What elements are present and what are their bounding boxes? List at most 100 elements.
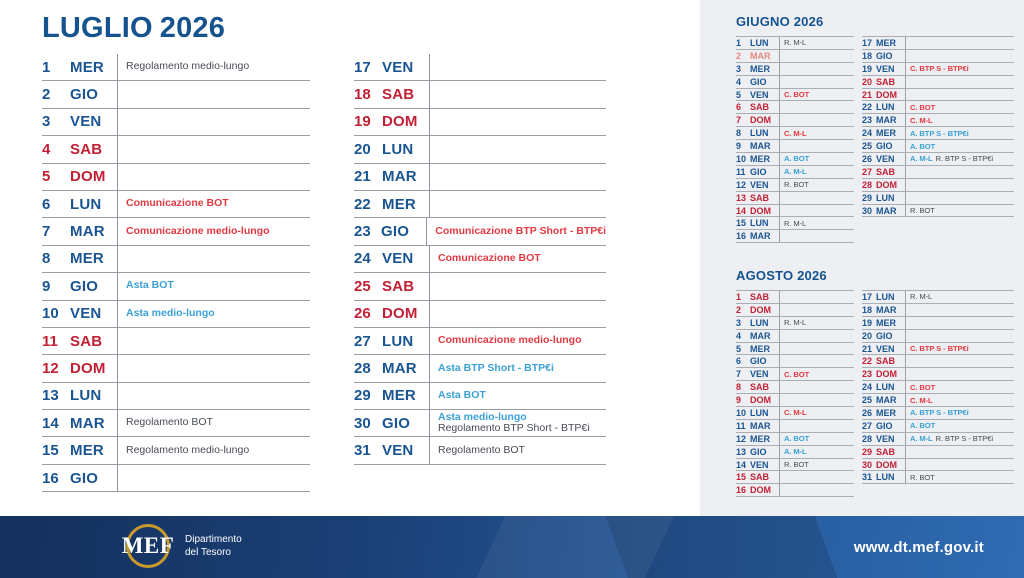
day-number: 8: [736, 128, 742, 139]
event-label: A. BOT: [910, 421, 936, 431]
day-name: SAB: [876, 356, 896, 367]
day-events: Asta BOT: [117, 273, 310, 300]
mini-calendar-title: GIUGNO 2026: [736, 14, 824, 29]
day-name: SAB: [750, 382, 770, 393]
day-number: 26: [862, 153, 873, 164]
day-events: A. BOT: [779, 432, 854, 445]
day-events: [117, 245, 310, 273]
calendar-row: 14 VEN R. BOT: [736, 458, 854, 472]
day-name: DOM: [750, 205, 771, 216]
day-name: GIO: [876, 50, 893, 61]
mini-calendar-giugno: GIUGNO 2026 1 LUN R. M-L 2 MAR 3 MER 4 GIO 5 VEN C.…: [736, 14, 1014, 244]
title-month: LUGLIO: [42, 12, 153, 44]
calendar-row: 13 LUN: [42, 382, 310, 411]
day-name: GIO: [876, 420, 893, 431]
day-events: [905, 445, 1014, 458]
day-number: 15: [736, 472, 747, 483]
day-name: DOM: [750, 395, 771, 406]
calendar-row: 16 GIO: [42, 464, 310, 493]
calendar-row: 5 VEN C. BOT: [736, 88, 854, 102]
day-name: DOM: [876, 179, 897, 190]
day-events: R. M-L: [779, 316, 854, 329]
calendar-row: 6 LUN Comunicazione BOT: [42, 190, 310, 219]
day-number: 17: [862, 291, 873, 302]
day-name: DOM: [750, 304, 771, 315]
event-label: C. M-L: [910, 115, 933, 125]
event-label: R. BOT: [784, 180, 809, 190]
day-name: MER: [876, 317, 896, 328]
event-label: A. M-L: [784, 167, 807, 177]
day-name: MER: [750, 343, 770, 354]
day-name: MER: [750, 153, 770, 164]
calendar-row: 27 GIO A. BOT: [862, 419, 1014, 433]
day-number: 1: [736, 291, 742, 302]
day-name: MER: [750, 433, 770, 444]
day-events: [779, 114, 854, 127]
day-events: Regolamento medio-lungo: [117, 437, 310, 464]
day-number: 12: [736, 179, 747, 190]
day-number: 25: [862, 395, 873, 406]
calendar-row: 9 MAR: [736, 140, 854, 154]
day-name: VEN: [750, 459, 769, 470]
day-name: MER: [876, 128, 896, 139]
calendar-row: 26 VEN A. M-L R. BTP S - BTP€i: [862, 153, 1014, 166]
day-number: 24: [862, 382, 873, 393]
day-name: LUN: [382, 140, 414, 158]
day-number: 2: [736, 304, 742, 315]
event-label: A. M-L: [784, 447, 807, 457]
mini-calendar-columns: 1 SAB 2 DOM 3 LUN R. M-L 4 MAR 5 MER 6 GIO 7 VEN C. BOT…: [736, 290, 1014, 498]
day-number: 13: [736, 192, 747, 203]
day-number: 10: [736, 407, 747, 418]
event-label: Regolamento BOT: [438, 443, 525, 456]
day-number: 4: [42, 140, 51, 158]
day-name: MER: [382, 387, 416, 405]
calendar-row: 2 DOM: [736, 303, 854, 317]
mini-calendar-column-left: 1 LUN R. M-L 2 MAR 3 MER 4 GIO 5 VEN C. BOT 6 SAB 7 DOM…: [736, 36, 854, 244]
event-label: Regolamento medio-lungo: [126, 443, 250, 456]
day-name: GIO: [380, 223, 410, 241]
calendar-row: 29 MER Asta BOT: [354, 382, 606, 411]
day-number: 20: [354, 140, 371, 158]
calendar-row: 7 MAR Comunicazione medio-lungo: [42, 218, 310, 246]
day-events: Asta medio-lungo: [117, 300, 310, 327]
mef-logo-ring-icon: MEF: [122, 524, 174, 568]
day-name: DOM: [876, 369, 897, 380]
day-events: [779, 75, 854, 88]
day-name: SAB: [382, 277, 415, 295]
calendar-row: 19 MER: [862, 316, 1014, 330]
website-link[interactable]: www.dt.mef.gov.it: [853, 539, 984, 556]
day-name: LUN: [382, 332, 414, 350]
day-name: DOM: [382, 113, 418, 131]
day-number: 30: [862, 459, 873, 470]
day-number: 28: [862, 433, 873, 444]
calendar-row: 28 DOM: [862, 178, 1014, 192]
day-events: Comunicazione medio-lungo: [429, 327, 606, 355]
calendar-row: 20 SAB: [862, 75, 1014, 89]
event-label: R. BOT: [910, 472, 935, 482]
day-name: VEN: [750, 89, 769, 100]
day-name: VEN: [876, 63, 895, 74]
calendar-row: 22 LUN C. BOT: [862, 101, 1014, 115]
event-label: Regolamento BTP Short - BTP€i: [438, 422, 590, 435]
day-name: GIO: [876, 141, 893, 152]
day-number: 2: [736, 50, 742, 61]
calendar-row: 16 MAR: [736, 230, 854, 244]
day-events: [429, 136, 606, 163]
day-events: A. BOT: [905, 140, 1014, 153]
day-events: C. BOT: [779, 368, 854, 381]
calendar-row: 10 LUN C. M-L: [736, 407, 854, 420]
event-label: A. BOT: [910, 141, 936, 151]
calendar-row: 11 MAR: [736, 419, 854, 433]
calendar-row: 8 LUN C. M-L: [736, 127, 854, 141]
day-number: 19: [354, 113, 371, 131]
day-number: 26: [354, 305, 371, 323]
day-name: MAR: [70, 414, 105, 432]
day-events: [117, 327, 310, 355]
day-events: R. BOT: [905, 471, 1014, 484]
day-number: 5: [736, 89, 742, 100]
day-number: 5: [42, 168, 51, 186]
day-name: MER: [70, 58, 104, 76]
day-events: [117, 382, 310, 410]
day-name: SAB: [750, 192, 770, 203]
day-events: Comunicazione BTP Short - BTP€i: [426, 218, 606, 245]
